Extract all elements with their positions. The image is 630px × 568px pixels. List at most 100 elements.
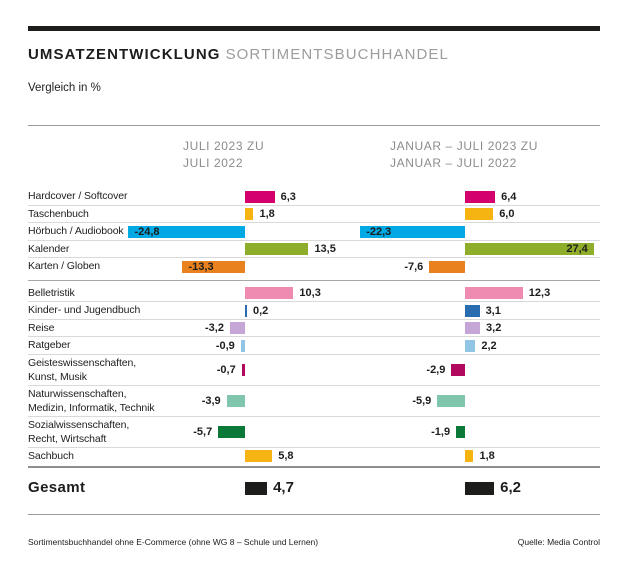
value-bar: [245, 304, 247, 317]
group-divider: [28, 279, 600, 281]
row-label-line: Karten / Globen: [28, 260, 101, 272]
row-label-line: Taschenbuch: [28, 207, 89, 220]
row-label-line: Kinder- und Jugendbuch: [28, 304, 141, 316]
value-label: 13,5: [314, 243, 336, 256]
row-label: Naturwissenschaften, Medizin, Informatik,…: [28, 386, 155, 416]
chart-row: Taschenbuch 1,8 6,0: [28, 206, 600, 224]
value-label: -13,3: [188, 260, 214, 273]
value-label: 1,8: [259, 208, 275, 221]
chart-row: Hardcover / Softcover 6,3 6,4: [28, 188, 600, 206]
value-label: 10,3: [299, 287, 321, 300]
row-label: Taschenbuch: [28, 206, 89, 224]
value-bar: [429, 260, 465, 273]
value-label: 6,2: [500, 479, 521, 496]
value-label: 3,1: [485, 304, 501, 317]
chart-row: Kalender 13,5 27,4: [28, 241, 600, 259]
row-label: Reise: [28, 320, 54, 338]
row-label: Kinder- und Jugendbuch: [28, 302, 140, 320]
value-label: -5,7: [193, 426, 213, 438]
value-bar: [245, 450, 273, 463]
value-bar: [226, 395, 245, 407]
row-label-line: Geisteswissenschaften,: [28, 357, 137, 369]
value-bar: [451, 364, 465, 376]
footnote-source: Quelle: Media Control: [517, 537, 600, 547]
total-divider: [28, 466, 600, 468]
row-label-line: Belletristik: [28, 286, 75, 299]
row-label: Karten / Globen: [28, 258, 100, 276]
row-label: Hardcover / Softcover: [28, 188, 128, 206]
chart-title-light: SORTIMENTSBUCHHANDEL: [225, 46, 449, 63]
row-label-line: Sozialwissenschaften,: [28, 419, 130, 431]
value-label: -3,2: [205, 322, 224, 335]
row-label-line: Recht, Wirtschaft: [28, 432, 107, 445]
chart-row: Sozialwissenschaften, Recht, Wirtschaft -5…: [28, 417, 600, 448]
value-label: -0,9: [215, 339, 235, 352]
row-label-line: Hörbuch / Audiobook: [28, 225, 124, 237]
value-label: -7,6: [404, 260, 424, 273]
value-label: 6,4: [501, 190, 517, 203]
chart-title-bold: UMSATZENTWICKLUNG: [28, 46, 221, 63]
chart-row: Belletristik 10,3 12,3: [28, 285, 600, 302]
row-label: Kalender: [28, 241, 69, 259]
column-header-right-line2: JANUAR – JULI 2022: [390, 156, 517, 170]
value-bar: [465, 287, 523, 300]
chart-row: Ratgeber -0,9 2,2: [28, 337, 600, 355]
row-label-line: Medizin, Informatik, Technik: [28, 401, 155, 414]
row-label: Sachbuch: [28, 448, 74, 466]
chart-row: Sachbuch 5,8 1,8: [28, 448, 600, 466]
value-label: -1,9: [431, 426, 451, 438]
row-label-line: Ratgeber: [28, 339, 71, 351]
column-header-right: JANUAR – JULI 2023 ZU JANUAR – JULI 2022: [390, 138, 538, 172]
value-bar: [182, 260, 245, 273]
value-label: 5,8: [278, 450, 294, 463]
row-label-line: Sachbuch: [28, 449, 74, 462]
value-bar: [465, 243, 594, 256]
value-label: 12,3: [528, 287, 551, 300]
column-header-right-line1: JANUAR – JULI 2023 ZU: [390, 139, 538, 153]
row-label-line: Naturwissenschaften,: [28, 388, 127, 400]
value-label: 2,2: [481, 339, 497, 352]
value-bar: [245, 287, 294, 300]
chart-row: Reise -3,2 3,2: [28, 320, 600, 338]
value-bar: [360, 225, 465, 238]
chart-row: Naturwissenschaften, Medizin, Informatik,…: [28, 386, 600, 417]
value-bar: [465, 190, 496, 203]
column-header-left-line1: JULI 2023 ZU: [183, 139, 265, 153]
value-label: -2,9: [426, 364, 446, 376]
total-row: Gesamt 4,7 6,2: [28, 479, 600, 497]
top-rule: [28, 26, 600, 31]
chart-row: Kinder- und Jugendbuch 0,2 3,1: [28, 302, 600, 320]
value-bar: [245, 243, 309, 256]
total-label: Gesamt: [28, 479, 86, 496]
chart-row: Hörbuch / Audiobook -24,8 -22,3: [28, 223, 600, 241]
value-bar: [218, 426, 245, 438]
value-bar: [465, 208, 494, 221]
value-bar: [465, 339, 476, 352]
chart-row: Karten / Globen -13,3 -7,6: [28, 258, 600, 276]
chart-title: UMSATZENTWICKLUNG SORTIMENTSBUCHHANDEL: [28, 46, 449, 63]
row-label: Geisteswissenschaften, Kunst, Musik: [28, 355, 136, 385]
bar-chart: Hardcover / Softcover 6,3 6,4 Taschenbuch 1,…: [28, 188, 600, 497]
value-label: 4,7: [273, 479, 294, 496]
header-divider: [28, 125, 600, 126]
row-label: Ratgeber: [28, 337, 71, 355]
value-label: 27,4: [566, 243, 588, 256]
row-label-line: Reise: [28, 321, 55, 334]
value-label: 0,2: [253, 304, 269, 317]
value-bar: [456, 426, 465, 438]
value-bar: [245, 190, 275, 203]
value-bar: [241, 364, 245, 376]
footer-divider: [28, 514, 600, 515]
value-label: -22,3: [366, 225, 392, 238]
value-bar: [245, 481, 268, 495]
value-label: 1,8: [479, 450, 495, 463]
row-label: Hörbuch / Audiobook: [28, 223, 124, 241]
row-label-line: Hardcover / Softcover: [28, 190, 128, 202]
value-label: 6,3: [280, 190, 296, 203]
value-bar: [437, 395, 465, 407]
value-label: -24,8: [134, 225, 160, 238]
value-label: 6,0: [499, 208, 515, 221]
value-bar: [465, 304, 480, 317]
value-label: 3,2: [486, 322, 502, 335]
value-bar: [465, 322, 481, 335]
